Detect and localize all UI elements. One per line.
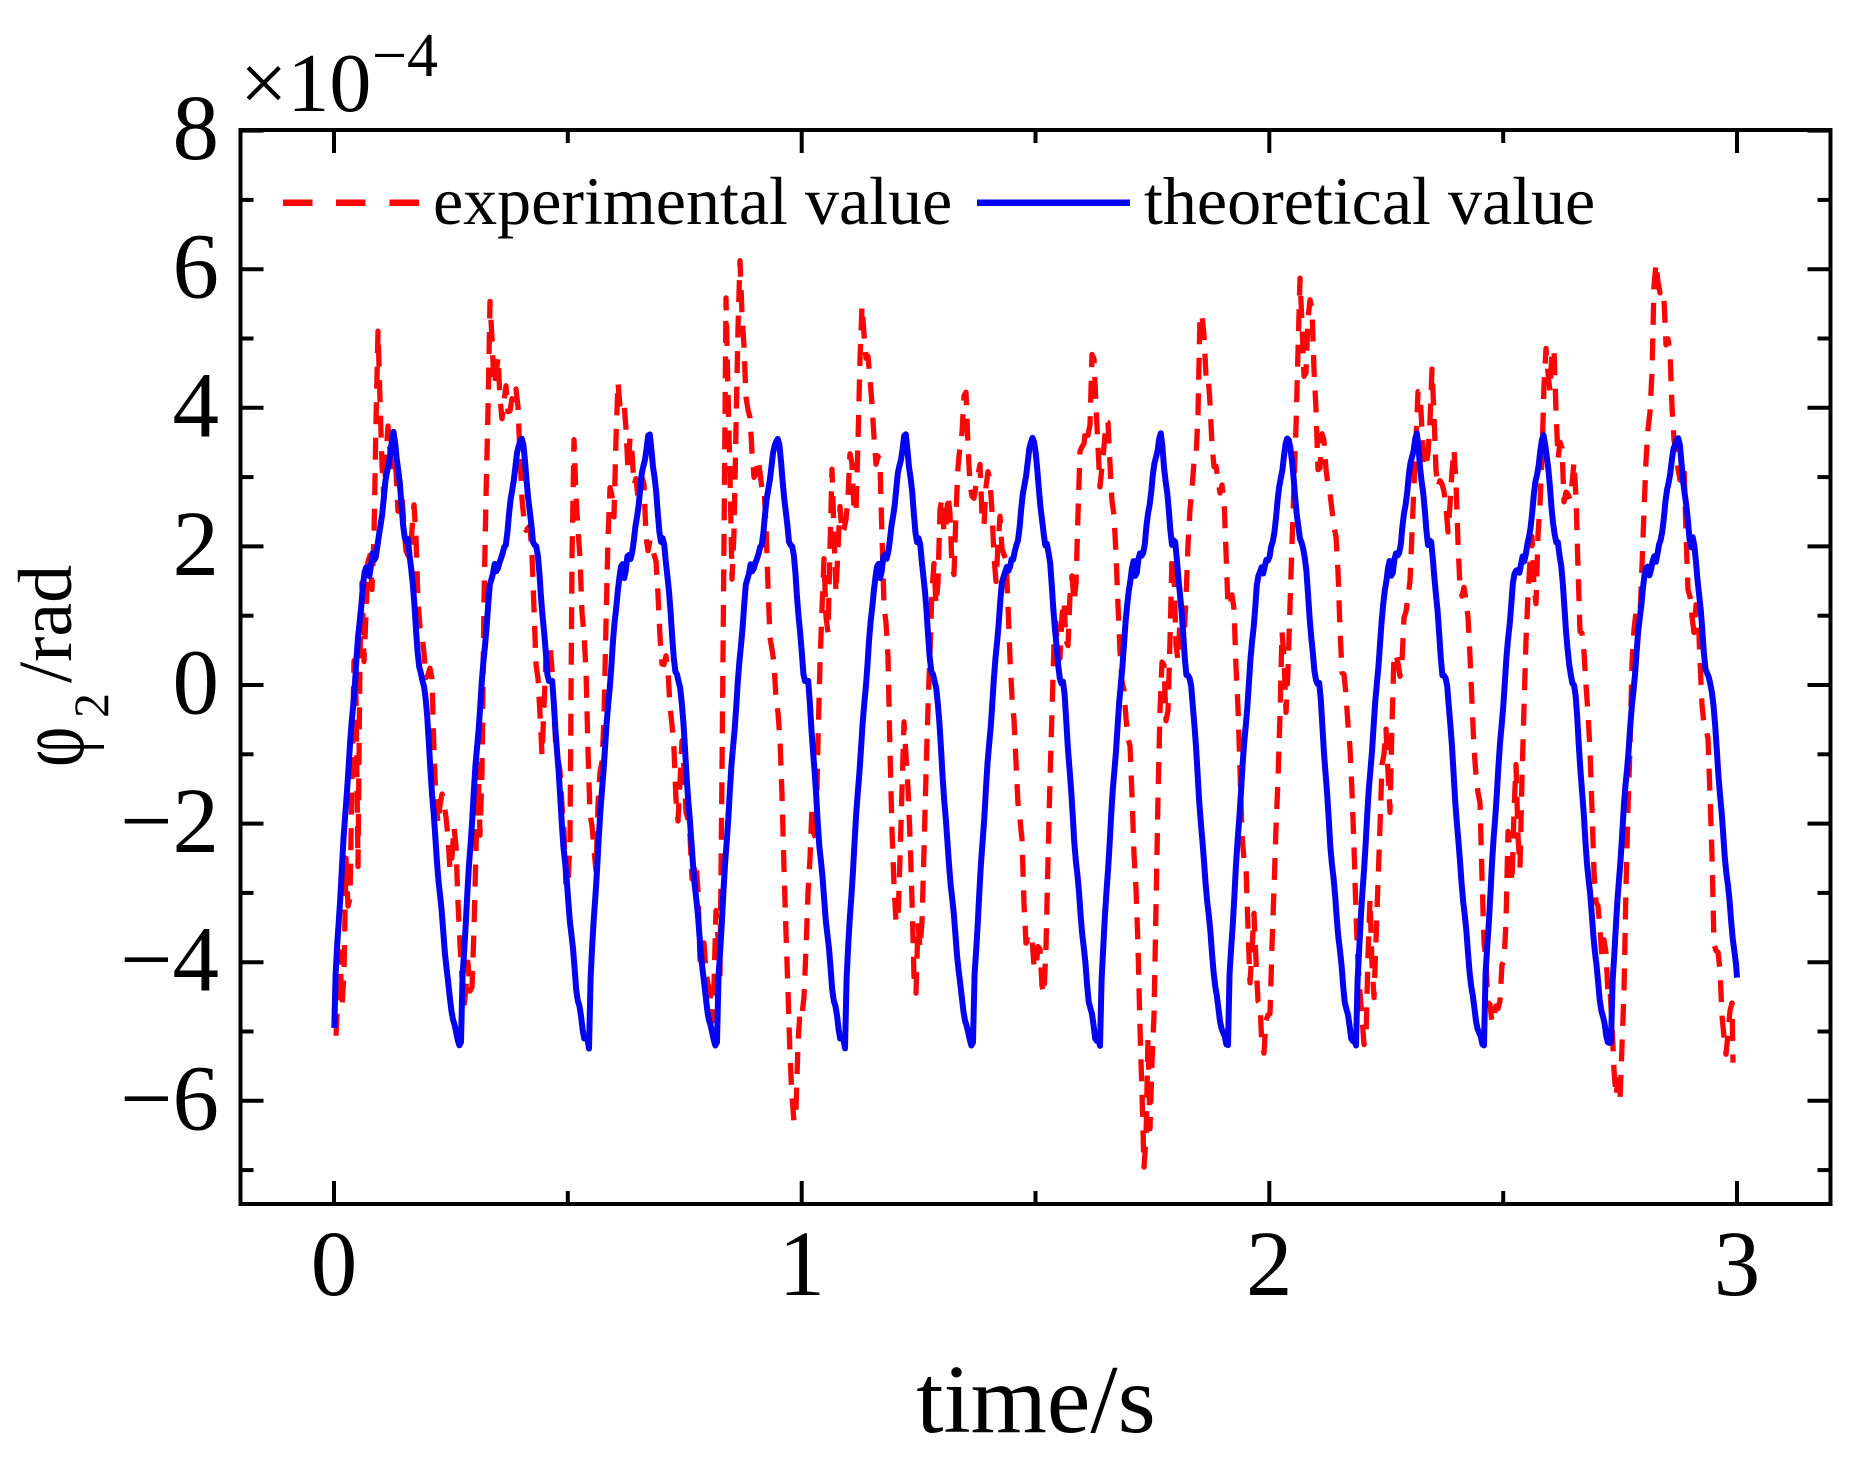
svg-text:8: 8: [173, 77, 220, 180]
svg-text:−4: −4: [120, 909, 219, 1012]
svg-text:1: 1: [778, 1213, 825, 1316]
svg-text:/rad: /rad: [4, 565, 88, 683]
svg-text:−2: −2: [120, 770, 219, 873]
svg-text:experimental value: experimental value: [433, 163, 952, 239]
svg-text:6: 6: [173, 216, 220, 319]
svg-text:0: 0: [311, 1213, 358, 1316]
svg-text:0: 0: [173, 632, 220, 735]
svg-text:4: 4: [173, 354, 220, 457]
svg-text:3: 3: [1714, 1213, 1761, 1316]
svg-text:2: 2: [1246, 1213, 1293, 1316]
svg-text:2: 2: [173, 493, 220, 596]
svg-text:φ: φ: [0, 727, 105, 767]
svg-text:×10: ×10: [240, 37, 371, 130]
svg-text:time/s: time/s: [916, 1346, 1156, 1454]
svg-text:−4: −4: [372, 22, 438, 90]
svg-text:2: 2: [63, 693, 119, 718]
svg-text:−6: −6: [120, 1047, 219, 1150]
svg-text:theoretical value: theoretical value: [1144, 163, 1595, 239]
